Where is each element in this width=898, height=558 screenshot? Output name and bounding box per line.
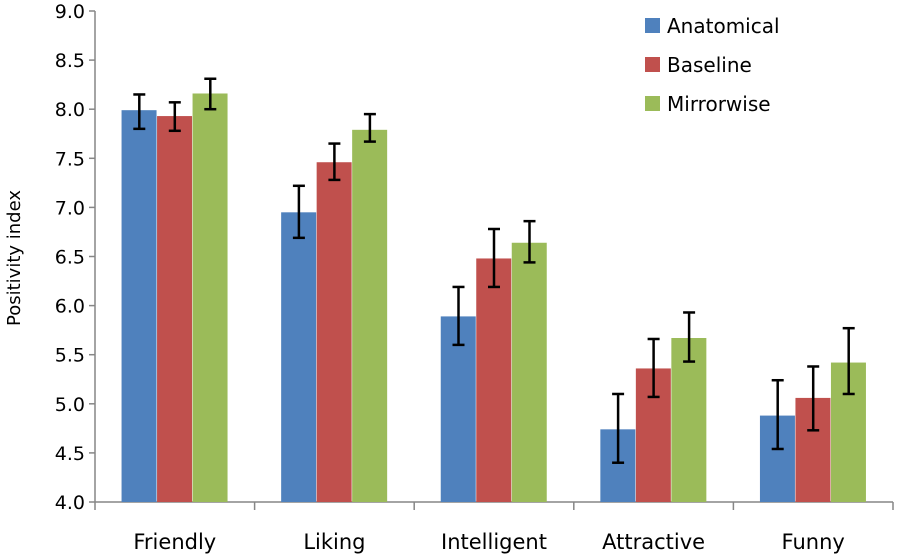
bar-baseline-friendly [157,116,193,502]
bar-mirrorwise-friendly [192,93,228,502]
x-tick-label: Funny [782,530,845,554]
y-axis-title: Positivity index [4,190,25,326]
y-tick-label: 4.5 [55,443,85,465]
error-bar-baseline-liking [328,142,341,182]
error-bar-mirrorwise-friendly [204,77,217,111]
legend-label: Baseline [667,53,752,77]
error-bar-anatomical-funny [771,378,784,451]
bar-mirrorwise-liking [352,129,388,502]
error-bar-mirrorwise-funny [842,326,855,396]
legend: Anatomical Baseline Mirrorwise [645,14,780,116]
y-tick-label: 4.0 [55,492,85,514]
y-tick-label: 5.5 [55,345,85,367]
error-bar-anatomical-attractive [612,392,625,464]
x-tick-label: Liking [303,530,365,554]
y-axis: 4.0 4.5 5.0 5.5 6.0 6.5 7.0 7.5 8.0 8.5 9.0 [55,1,96,514]
legend-label: Anatomical [667,14,780,38]
bar-baseline-liking [316,162,352,502]
bar-mirrorwise-attractive [671,338,707,502]
error-bar-anatomical-intelligent [452,285,465,347]
y-tick-label: 9.0 [55,1,85,23]
error-bar-mirrorwise-intelligent [523,219,536,264]
bar-mirrorwise-intelligent [511,242,547,502]
y-tick-label: 8.5 [55,50,85,72]
y-tick-label: 6.0 [55,296,85,318]
legend-item-mirrorwise: Mirrorwise [645,92,771,116]
bar-anatomical-liking [281,212,317,502]
error-bar-anatomical-liking [292,184,305,240]
error-bar-mirrorwise-liking [363,112,376,143]
bars [121,93,866,502]
error-bar-baseline-funny [807,365,820,432]
legend-swatch [645,96,660,111]
y-tick-label: 8.0 [55,99,85,121]
error-bar-baseline-friendly [168,101,181,133]
legend-item-baseline: Baseline [645,53,752,77]
bar-anatomical-intelligent [440,316,476,502]
x-axis: Friendly Liking Intelligent Attractive Funny [94,501,894,554]
x-tick-label: Intelligent [441,530,547,554]
bar-baseline-intelligent [476,258,512,502]
legend-swatch [645,18,660,33]
legend-label: Mirrorwise [667,92,771,116]
bar-anatomical-friendly [121,110,157,502]
error-bar-anatomical-friendly [133,93,146,131]
y-tick-label: 7.5 [55,148,85,170]
y-tick-label: 7.0 [55,197,85,219]
legend-swatch [645,57,660,72]
error-bar-baseline-intelligent [488,227,500,289]
legend-item-anatomical: Anatomical [645,14,780,38]
x-tick-label: Attractive [602,530,705,554]
y-tick-label: 6.5 [55,247,85,269]
error-bar-baseline-attractive [647,337,660,399]
x-tick-label: Friendly [133,530,216,554]
error-bar-mirrorwise-attractive [683,311,696,363]
y-tick-label: 5.0 [55,394,85,416]
error-bars [133,77,855,464]
